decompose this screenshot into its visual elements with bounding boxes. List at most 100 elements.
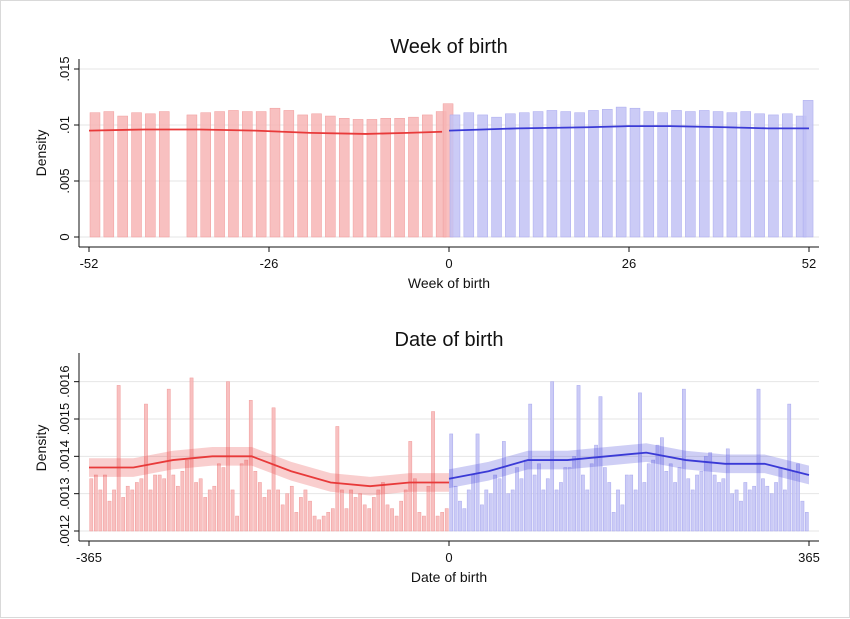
bar-left-1-73 — [422, 515, 426, 532]
bar-left-1-49 — [312, 515, 317, 532]
bar-right-1-79 — [796, 463, 800, 532]
y-tick-label-0-1: .005 — [57, 168, 72, 193]
bar-left-1-47 — [303, 489, 308, 532]
bar-right-1-64 — [730, 493, 735, 532]
bar-left-0-12 — [269, 107, 281, 238]
bar-right-1-2 — [458, 500, 462, 532]
y-axis-label-date: Density — [33, 425, 49, 472]
bar-right-1-52 — [677, 467, 682, 532]
bar-left-1-63 — [376, 489, 381, 532]
y-tick-label-0-3: .015 — [57, 56, 72, 81]
bar-right-0-11 — [602, 109, 613, 238]
bar-right-0-16 — [671, 110, 682, 238]
bar-right-1-18 — [528, 403, 533, 532]
bar-left-1-6 — [116, 385, 121, 532]
bar-left-1-48 — [308, 500, 312, 532]
bar-left-0-15 — [311, 113, 322, 238]
bar-left-1-38 — [262, 497, 267, 532]
bar-right-0-6 — [532, 111, 544, 238]
bar-left-0-4 — [145, 113, 156, 238]
fit-line-right-1 — [448, 451, 810, 480]
bar-left-0-1 — [103, 111, 115, 238]
bar-right-1-67 — [743, 482, 748, 532]
bar-left-1-35 — [248, 400, 253, 532]
chart-title-date: Date of birth — [395, 329, 504, 351]
bar-left-1-9 — [130, 489, 135, 532]
bar-right-1-41 — [629, 474, 634, 532]
bar-left-1-55 — [340, 489, 344, 532]
bar-left-0-13 — [283, 110, 295, 238]
fit-line-right-0 — [448, 125, 809, 132]
bar-left-1-19 — [176, 485, 180, 532]
bar-left-1-54 — [335, 426, 340, 532]
bar-right-1-57 — [699, 471, 704, 532]
bar-right-1-11 — [497, 478, 502, 532]
bar-right-1-60 — [712, 474, 717, 532]
bar-right-1-13 — [506, 493, 511, 532]
x-tick-label-0-3: 26 — [622, 256, 636, 271]
bar-right-1-16 — [519, 478, 524, 532]
bar-right-1-71 — [761, 478, 765, 532]
bar-left-1-11 — [139, 478, 144, 532]
bar-right-0-14 — [643, 111, 655, 238]
x-tick-label-1-0: -365 — [76, 550, 102, 565]
bar-right-1-8 — [484, 489, 489, 532]
bar-right-0-0 — [449, 114, 461, 238]
bar-right-0-17 — [685, 111, 696, 238]
bar-left-1-51 — [321, 515, 326, 532]
bar-left-1-62 — [371, 497, 376, 532]
bar-left-1-34 — [244, 459, 249, 532]
bar-right-1-25 — [559, 482, 563, 532]
bar-right-1-10 — [493, 474, 497, 532]
bar-right-0-7 — [546, 110, 558, 238]
bar-left-1-27 — [212, 485, 217, 532]
bar-left-1-31 — [230, 489, 235, 532]
bar-right-0-3 — [491, 116, 502, 238]
bar-right-0-13 — [629, 107, 641, 238]
y-tick-label-1-4: .0016 — [57, 365, 72, 398]
bar-right-1-0 — [449, 433, 454, 532]
bar-left-0-7 — [200, 112, 211, 238]
fit-line-left-1 — [89, 455, 449, 488]
bar-left-0-16 — [325, 115, 336, 238]
bar-right-1-76 — [783, 489, 787, 532]
bar-left-1-43 — [285, 493, 290, 532]
bar-right-1-73 — [769, 493, 774, 532]
bar-left-1-24 — [198, 478, 203, 532]
bar-right-1-49 — [664, 471, 669, 532]
bar-left-1-67 — [394, 515, 399, 532]
bar-left-1-66 — [390, 508, 394, 532]
bar-left-0-3 — [131, 112, 142, 238]
bar-right-0-22 — [754, 113, 765, 238]
bar-right-1-68 — [747, 489, 752, 532]
bar-right-1-46 — [651, 459, 655, 532]
bar-right-0-8 — [560, 111, 571, 238]
bar-right-1-38 — [616, 489, 620, 532]
panel-week-of-birth: Week of birth Week of birth Density 0 .00… — [33, 36, 819, 291]
bar-right-1-59 — [708, 452, 713, 532]
bar-right-1-7 — [480, 504, 484, 532]
bar-left-1-61 — [367, 508, 372, 532]
bar-right-1-37 — [611, 512, 616, 532]
bar-right-1-26 — [563, 467, 568, 532]
bar-right-0-18 — [698, 110, 710, 238]
bar-left-1-4 — [107, 500, 112, 532]
y-tick-label-1-1: .0013 — [57, 477, 72, 510]
bar-left-1-50 — [317, 519, 321, 532]
bar-left-1-21 — [185, 459, 189, 532]
bar-left-1-12 — [144, 403, 148, 532]
bar-left-1-69 — [403, 489, 408, 532]
panel-date-of-birth: Date of birth Date of birth Density .001… — [33, 329, 820, 585]
bar-right-1-28 — [572, 456, 576, 532]
bar-left-1-71 — [412, 478, 417, 532]
bar-right-1-17 — [523, 459, 528, 532]
bar-left-1-22 — [189, 377, 194, 532]
bar-right-0-20 — [726, 112, 738, 238]
bar-right-1-14 — [510, 489, 515, 532]
bar-left-1-7 — [121, 497, 126, 532]
bar-left-1-33 — [239, 463, 244, 532]
bar-left-1-46 — [299, 497, 303, 532]
bar-right-1-74 — [774, 482, 778, 532]
bar-right-1-9 — [488, 493, 493, 532]
